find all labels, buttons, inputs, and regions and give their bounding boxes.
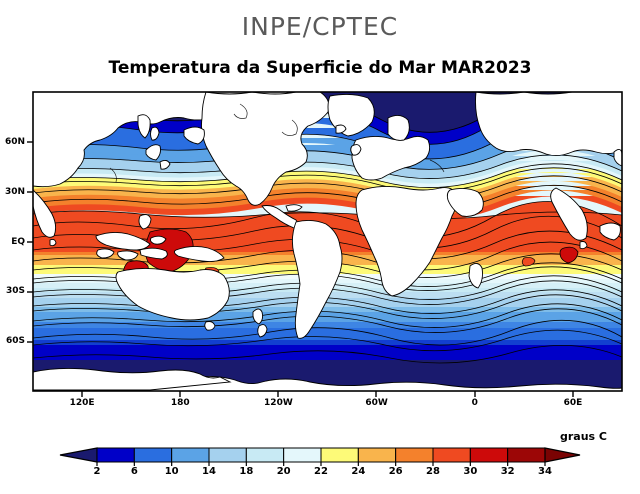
sst-contour-field bbox=[33, 92, 622, 391]
colorbar-tick-label: 32 bbox=[500, 466, 515, 477]
colorbar-tick-label: 28 bbox=[426, 466, 440, 477]
coastline-detail bbox=[109, 103, 445, 183]
colorbar-swatch[interactable] bbox=[133, 447, 173, 463]
colorbar-tick-label: 18 bbox=[239, 466, 254, 477]
colorbar-swatch[interactable] bbox=[245, 447, 285, 463]
y-axis-tick-label: 60S bbox=[5, 336, 25, 347]
page-title-organization: INPE/CPTEC bbox=[241, 12, 399, 41]
colorbar-swatches[interactable] bbox=[96, 447, 546, 463]
y-axis-tick-label: EQ bbox=[11, 236, 25, 247]
colorbar-tick-label: 20 bbox=[276, 466, 291, 477]
y-axis-tick-label: 30S bbox=[5, 286, 25, 297]
land-masses bbox=[33, 92, 622, 391]
y-axis-tick-label: 60N bbox=[4, 136, 25, 147]
colorbar-tick-label: 10 bbox=[164, 466, 179, 477]
colorbar-units-label: graus C bbox=[560, 430, 608, 443]
colorbar-tick-label: 22 bbox=[314, 466, 328, 477]
colorbar-ticks bbox=[96, 462, 546, 466]
y-axis-tick-label: 30N bbox=[4, 186, 25, 197]
x-axis-tick-label: 60W bbox=[365, 398, 388, 408]
colorbar-swatch[interactable] bbox=[469, 447, 509, 463]
colorbar-swatch[interactable] bbox=[208, 447, 247, 463]
colorbar-tick-label: 2 bbox=[93, 466, 101, 477]
x-axis-tick-label: 120W bbox=[264, 398, 293, 408]
x-axis-tick-label: 120E bbox=[69, 398, 95, 408]
x-axis-tick-label: 180 bbox=[170, 398, 190, 408]
colorbar-swatch[interactable] bbox=[96, 447, 135, 463]
axis-ticks bbox=[27, 141, 574, 397]
colorbar-swatch[interactable] bbox=[507, 447, 546, 463]
colorbar-extend-high bbox=[544, 447, 581, 463]
colorbar-tick-label: 14 bbox=[202, 466, 216, 477]
colorbar-swatch[interactable] bbox=[171, 447, 210, 463]
colorbar-tick-label: 30 bbox=[463, 466, 478, 477]
colorbar-tick-label: 26 bbox=[388, 466, 403, 477]
x-axis-tick-label: 60E bbox=[563, 398, 583, 408]
colorbar-tick-label: 34 bbox=[538, 466, 552, 477]
colorbar-tick-label: 24 bbox=[351, 466, 366, 477]
colorbar[interactable] bbox=[59, 447, 581, 466]
colorbar-swatch[interactable] bbox=[432, 447, 471, 463]
page-title-subtitle: Temperatura da Superficie do Mar MAR2023 bbox=[108, 58, 532, 78]
x-axis-tick-label: 0 bbox=[471, 398, 478, 408]
colorbar-tick-label: 6 bbox=[130, 466, 138, 477]
colorbar-swatch[interactable] bbox=[320, 447, 359, 463]
colorbar-swatch[interactable] bbox=[283, 447, 322, 463]
map-panel bbox=[27, 91, 623, 397]
colorbar-swatch[interactable] bbox=[395, 447, 434, 463]
colorbar-swatch[interactable] bbox=[357, 447, 397, 463]
